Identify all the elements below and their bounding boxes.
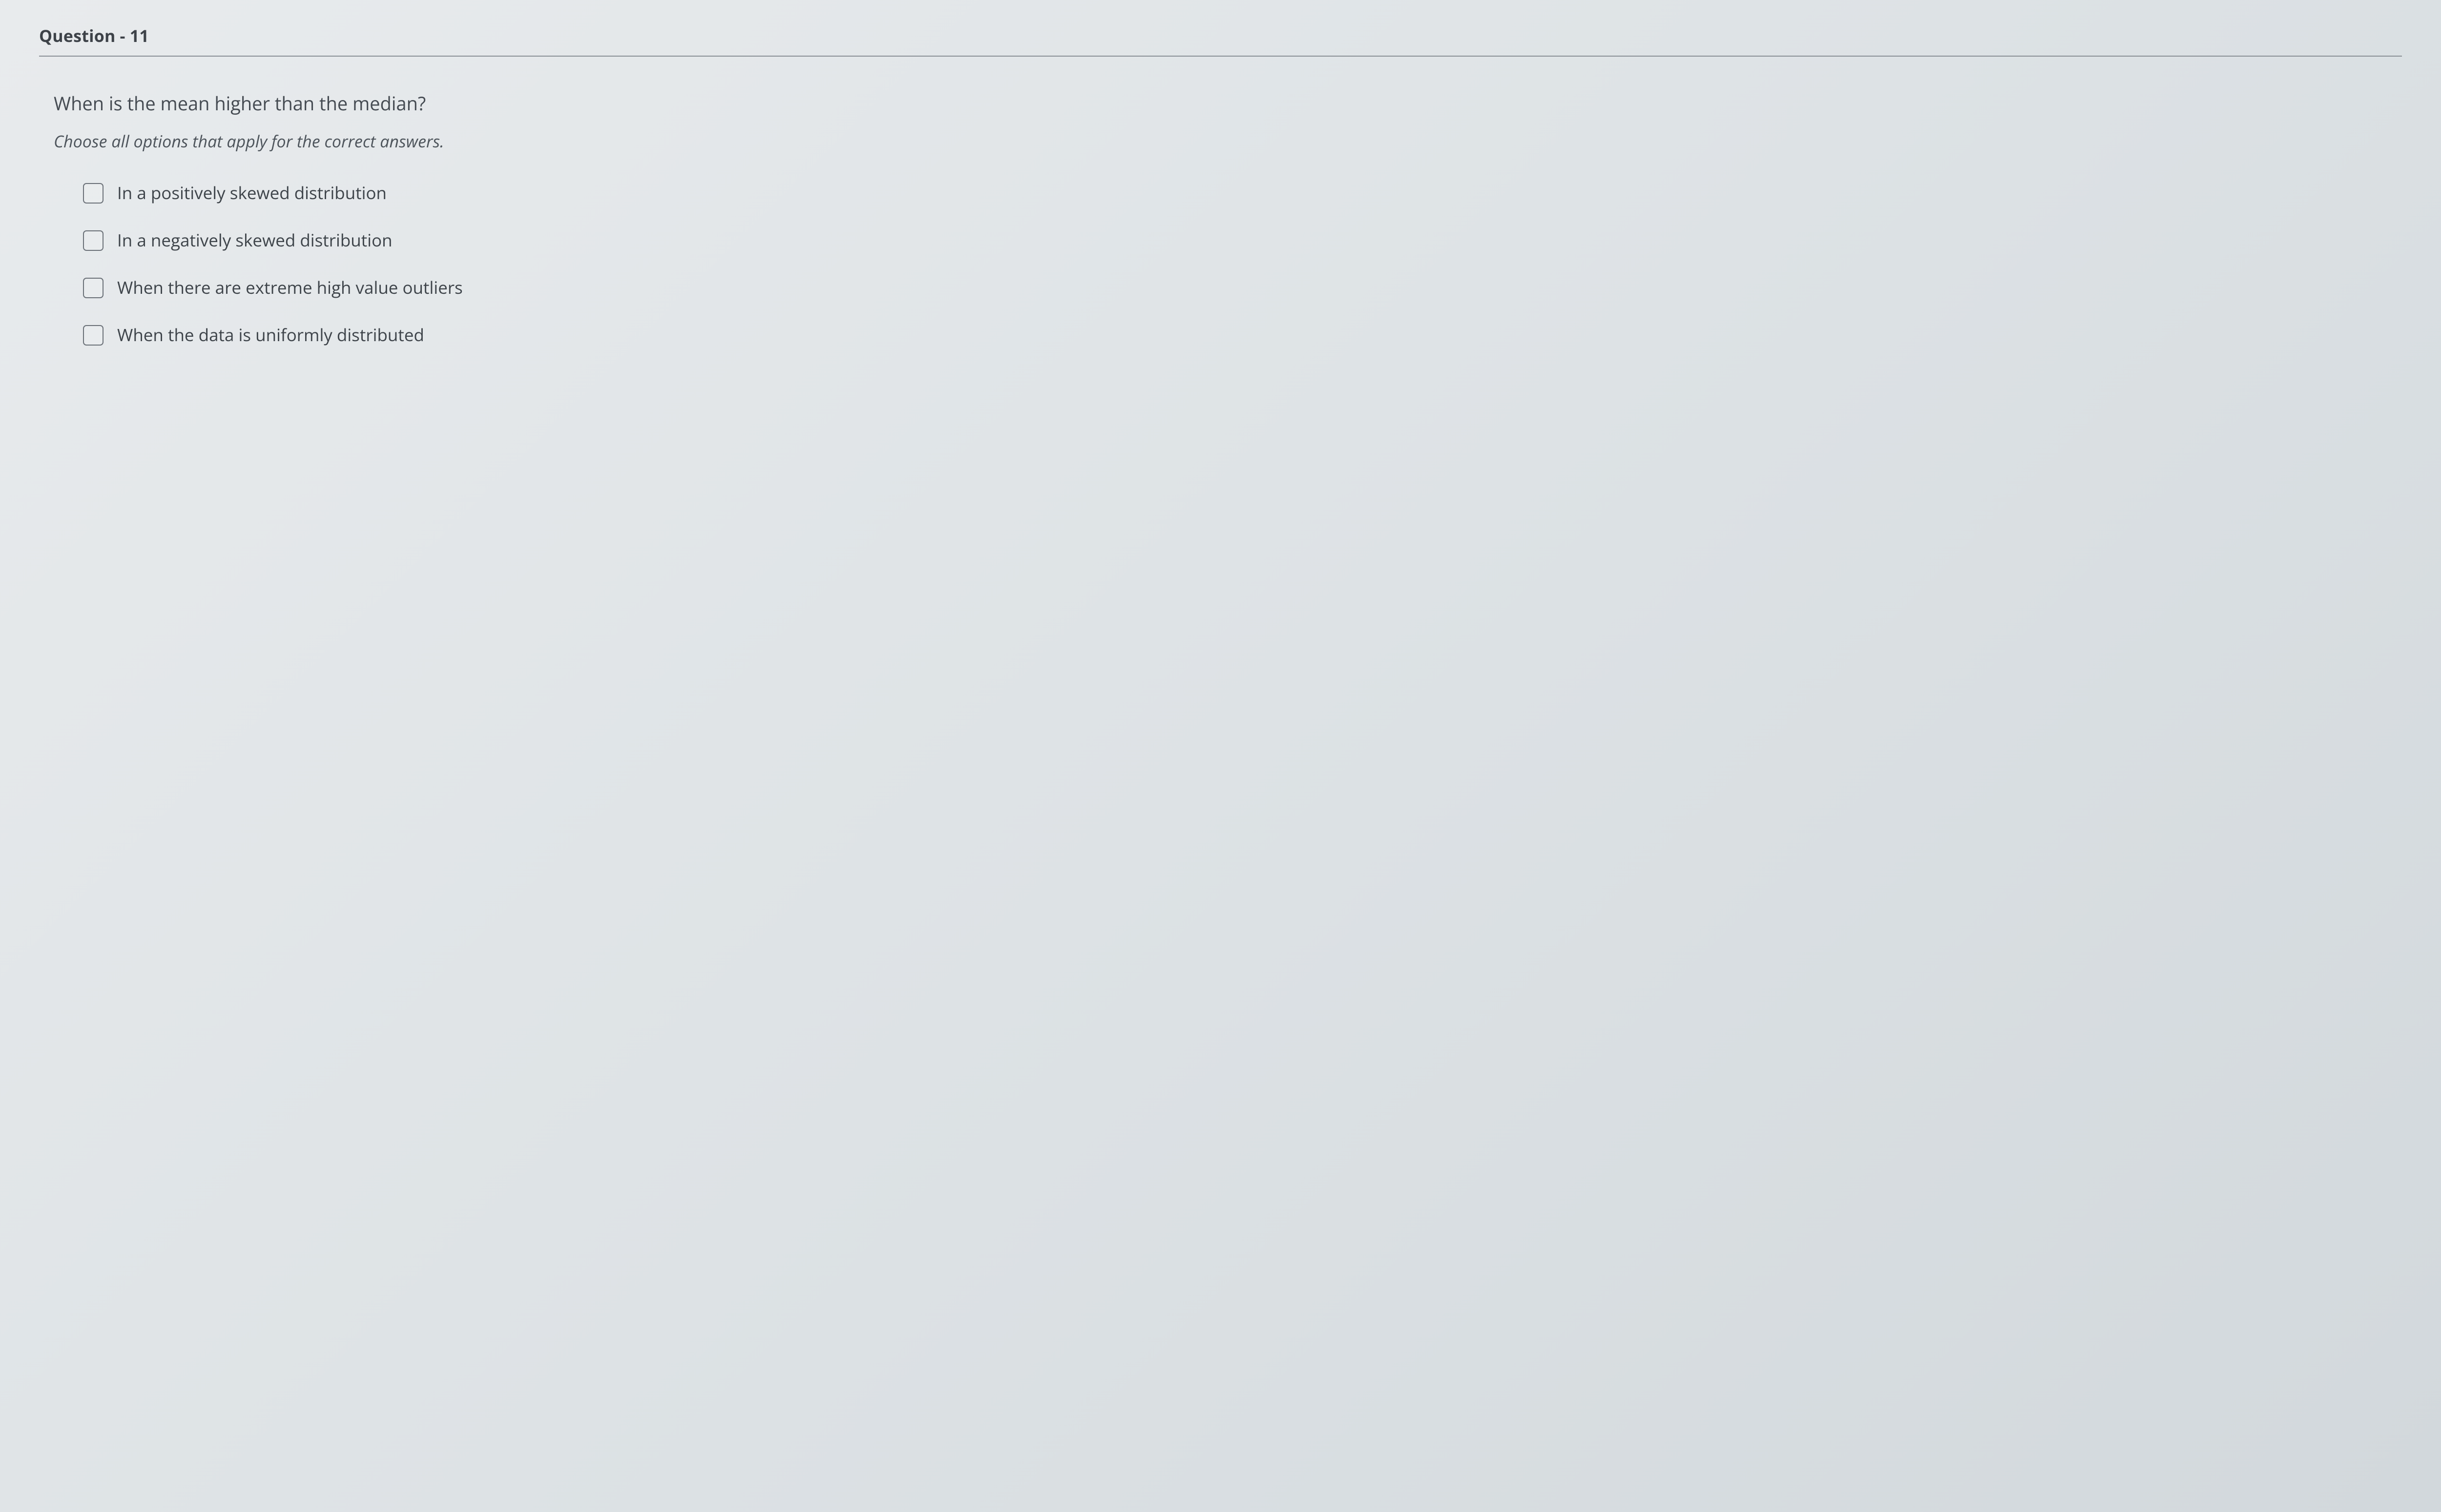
question-header: Question - 11	[39, 24, 2402, 57]
question-instruction: Choose all options that apply for the co…	[54, 130, 2402, 152]
option-label[interactable]: In a negatively skewed distribution	[117, 229, 393, 252]
checkbox-icon[interactable]	[83, 183, 103, 204]
option-label[interactable]: When the data is uniformly distributed	[117, 324, 424, 347]
checkbox-icon[interactable]	[83, 230, 103, 251]
quiz-page: Question - 11 When is the mean higher th…	[0, 0, 2441, 400]
checkbox-icon[interactable]	[83, 325, 103, 346]
option-row[interactable]: In a positively skewed distribution	[83, 182, 2402, 204]
checkbox-icon[interactable]	[83, 278, 103, 298]
question-text: When is the mean higher than the median?	[54, 91, 2402, 116]
option-label[interactable]: In a positively skewed distribution	[117, 182, 387, 204]
option-row[interactable]: When there are extreme high value outlie…	[83, 276, 2402, 299]
options-list: In a positively skewed distribution In a…	[83, 182, 2402, 347]
option-label[interactable]: When there are extreme high value outlie…	[117, 276, 463, 299]
option-row[interactable]: When the data is uniformly distributed	[83, 324, 2402, 347]
option-row[interactable]: In a negatively skewed distribution	[83, 229, 2402, 252]
